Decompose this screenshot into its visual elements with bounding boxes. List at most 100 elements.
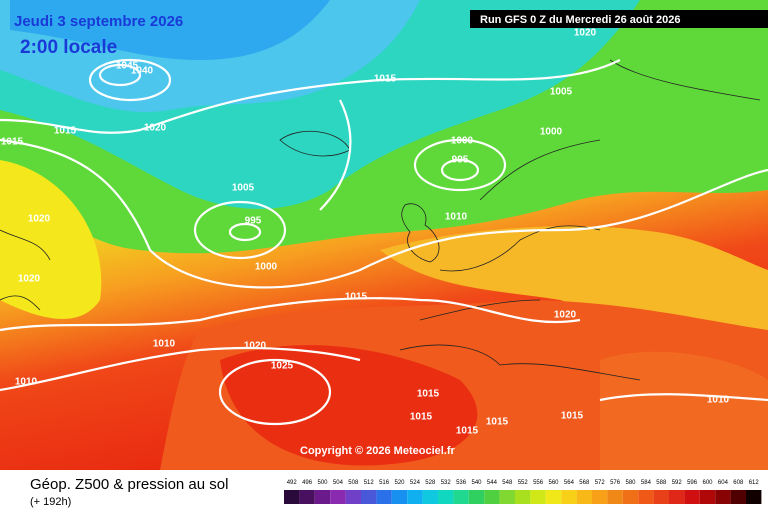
isobar-labels: 1020 1015 1005 1000 1000 995 1015 1015 1020 1005 9… [1,28,730,437]
run-info: Run GFS 0 Z du Mercredi 26 août 2026 [480,14,681,26]
isobar-label: 1045 [116,61,139,72]
isobar-label: 1040 [131,66,154,77]
footer-subtitle: (+ 192h) [30,496,71,508]
isobar-label: 1020 [28,214,51,225]
scale-label: 508 [348,480,359,486]
isobar-label: 1015 [486,417,509,428]
scale-swatch [361,490,377,504]
scale-swatch [438,490,454,504]
isobar-label: 1000 [255,262,278,273]
scale-swatch [345,490,361,504]
isobars [0,58,768,426]
scale-swatch [576,490,592,504]
scale-label: 572 [595,480,606,486]
scale-label: 600 [702,480,713,486]
scale-swatch [746,490,762,504]
scale-swatch [453,490,469,504]
scale-label: 500 [317,480,328,486]
scale-swatch [376,490,392,504]
scale-swatch [468,490,485,504]
scale-swatch [730,490,746,504]
scale-swatch [284,490,300,504]
isobar-label: 1015 [561,411,584,422]
scale-swatch [515,490,531,504]
scale-swatch [530,490,546,504]
isobar-label: 1015 [374,74,397,85]
scale-label: 560 [548,480,559,486]
scale-swatch [561,490,577,504]
coastlines [0,59,761,381]
isobar-label: 1005 [550,87,573,98]
scale-label: 552 [518,480,529,486]
isobar-label: 1015 [345,292,368,303]
scale-label: 580 [625,480,636,486]
scale-label: 544 [487,480,498,486]
isobar-label: 1015 [54,126,77,137]
scale-label: 604 [718,480,729,486]
isobar-label: 1010 [707,395,730,406]
isobar-label: 1020 [554,310,577,321]
isobar-label: 1020 [144,123,167,134]
scale-swatch [669,490,685,504]
copyright: Copyright © 2026 Meteociel.fr [300,445,456,457]
isobar-label: 1000 [451,136,474,147]
scale-swatch [407,490,423,504]
footer-title: Géop. Z500 & pression au sol [30,476,228,493]
scale-label: 568 [579,480,590,486]
isobar-label: 1015 [410,412,433,423]
scale-label: 548 [502,480,513,486]
isobar-label: 1020 [18,274,41,285]
scale-label: 612 [749,480,760,486]
scale-label: 596 [687,480,698,486]
isobar-label: 1015 [456,426,479,437]
field [0,0,768,470]
scale-label: 512 [364,480,375,486]
scale-label: 592 [672,480,683,486]
isobar-label: 1020 [574,28,597,39]
scale-swatch [314,490,331,504]
scale-swatch [653,490,669,504]
scale-label: 584 [641,480,652,486]
isobar-label: 1010 [15,377,38,388]
scale-label: 492 [287,480,298,486]
scale-swatch [499,490,515,504]
color-scale: 492 496 500 504 508 512 516 520 524 528 532 536 540 5… [284,480,762,504]
scale-label: 520 [394,480,405,486]
isobar-label: 995 [452,155,469,166]
isobar-label: 1000 [540,127,563,138]
date: Jeudi 3 septembre 2026 [14,13,183,30]
scale-swatch [607,490,623,504]
scale-label: 504 [333,480,344,486]
scale-swatch [715,490,731,504]
scale-label: 532 [441,480,452,486]
isobar-label: 1025 [271,361,294,372]
scale-swatch [699,490,716,504]
scale-swatch [684,490,700,504]
isobar-label: 1005 [232,183,255,194]
scale-swatch [545,490,562,504]
scale-label: 564 [564,480,575,486]
isobar-label: 1020 [244,341,267,352]
scale-swatch [422,490,438,504]
isobar-label: 1010 [153,339,176,350]
scale-label: 524 [410,480,421,486]
scale-swatch [391,490,408,504]
run-banner [470,10,768,28]
scale-label: 516 [379,480,390,486]
scale-label: 608 [733,480,744,486]
isobar-label: 1010 [445,212,468,223]
isobar-label: 1015 [417,389,440,400]
scale-label: 496 [302,480,313,486]
scale-label: 536 [456,480,467,486]
scale-label: 540 [471,480,482,486]
scale-label: 556 [533,480,544,486]
isobar-label: 995 [245,216,262,227]
isobar-label: 1015 [1,137,24,148]
scale-label: 588 [656,480,667,486]
scale-swatch [484,490,500,504]
scale-swatch [638,490,654,504]
scale-swatch [299,490,315,504]
time: 2:00 locale [20,37,117,58]
scale-label: 528 [425,480,436,486]
